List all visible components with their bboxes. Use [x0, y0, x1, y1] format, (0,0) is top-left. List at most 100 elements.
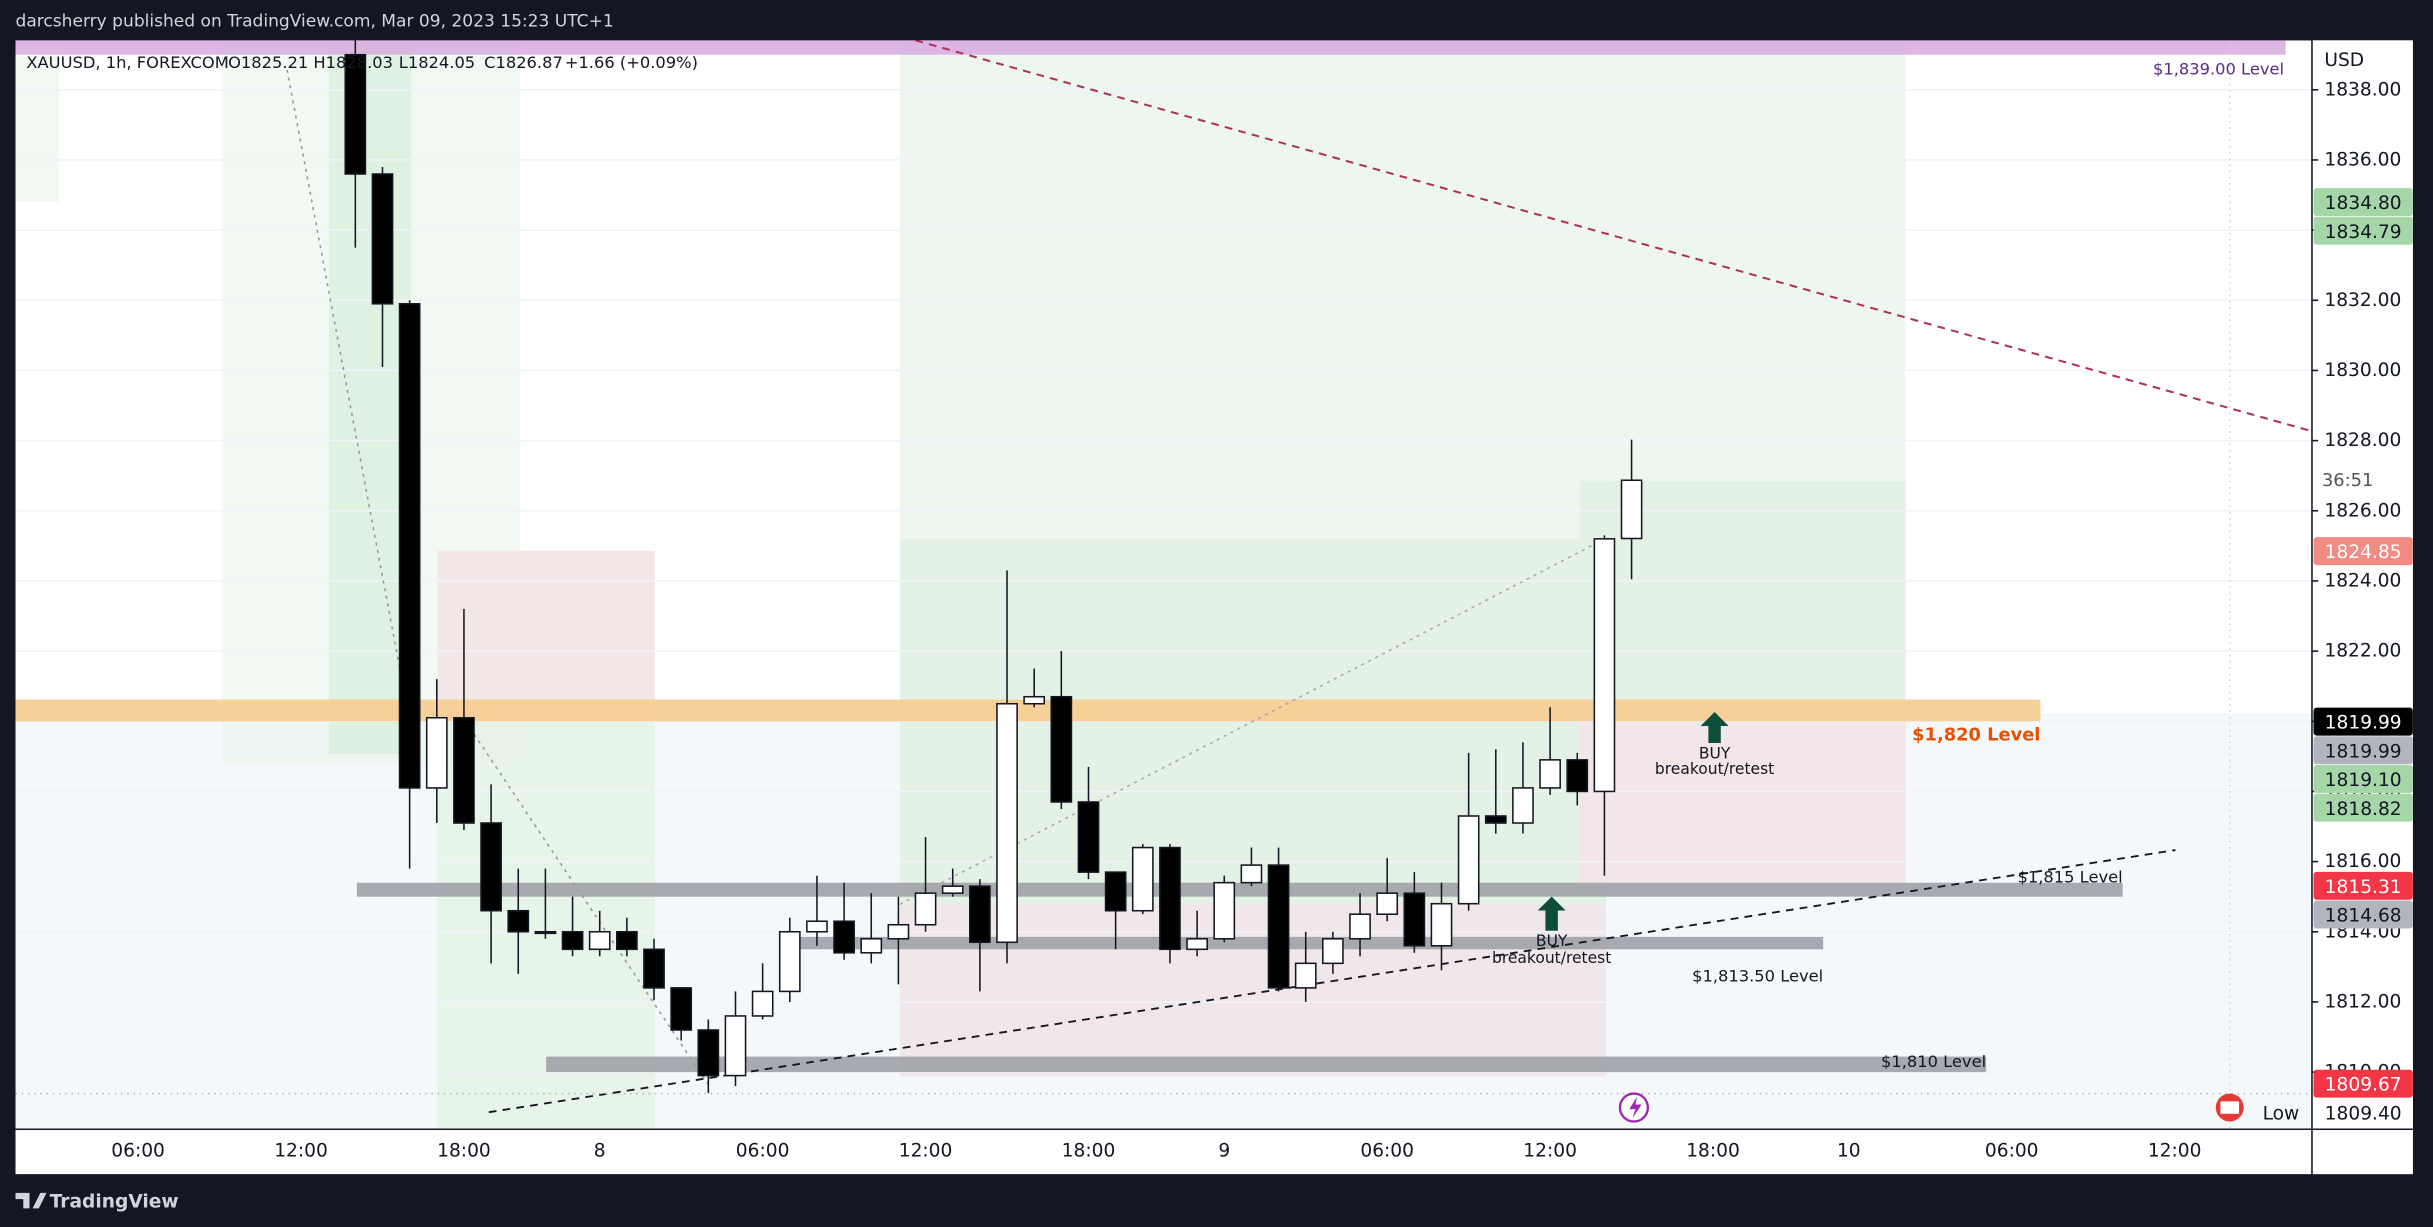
candle-body: [1023, 695, 1046, 705]
y-tick-label: 1824.00: [2324, 570, 2401, 591]
price-label: 1818.82: [2325, 799, 2402, 820]
low-marker: Low: [2263, 1103, 2300, 1124]
price-label-box: [2313, 871, 2413, 900]
x-tick-label: 06:00: [1360, 1140, 1414, 1161]
buy-arrow: [1537, 896, 1566, 931]
candle-body: [1593, 538, 1616, 793]
price-label: 1819.10: [2325, 770, 2402, 791]
candle-body: [887, 923, 910, 940]
candle-body: [453, 716, 475, 824]
y-tick-label: 1830.00: [2324, 360, 2401, 381]
price-label: 1819.99: [2325, 741, 2402, 762]
candle-body: [670, 987, 693, 1031]
legend: XAUUSD, 1h, FOREXCOM O1825.21 H1828.03 L…: [26, 53, 698, 72]
path-line: [464, 720, 710, 1087]
candle-body: [1240, 864, 1263, 884]
x-tick-label: 12:00: [1523, 1140, 1577, 1161]
legend-low: L1824.05: [399, 53, 475, 72]
candle-body: [1512, 787, 1534, 824]
x-tick-label: 06:00: [111, 1140, 165, 1161]
annotation-title: BUY: [1536, 932, 1568, 950]
level-label: $1,820 Level: [1912, 724, 2040, 745]
price-label-box: [2313, 537, 2413, 566]
top-bar: [0, 0, 2433, 41]
zone: [1579, 721, 1906, 888]
candles: [344, 19, 1643, 1094]
legend-open: O1825.21: [228, 53, 308, 72]
footer: [0, 1174, 2433, 1227]
event-glyph: [1629, 1096, 1642, 1119]
x-tick-label: 06:00: [736, 1140, 790, 1161]
candle-body: [425, 716, 448, 789]
candle-body: [724, 1015, 747, 1077]
candle-body: [588, 930, 611, 951]
level-band: [356, 882, 2123, 897]
candle-body: [1213, 881, 1236, 940]
price-label-box: [2313, 736, 2413, 765]
zone: [437, 550, 655, 722]
x-tick-label: 9: [1218, 1140, 1230, 1161]
legend-high: H1828.03: [313, 53, 393, 72]
y-tick-label: 1836.00: [2324, 149, 2401, 170]
candle-body: [1430, 902, 1453, 947]
candle-body: [1457, 815, 1480, 905]
price-label-box: [2313, 793, 2413, 822]
y-tick-label: 1822.00: [2324, 641, 2401, 662]
candle-body: [996, 702, 1018, 944]
x-axis: 06:00 12:00 18:00 8 06:00 12:00 18:00 9 06:00 12:…: [111, 1140, 2201, 1161]
x-tick-label: 18:00: [437, 1140, 491, 1161]
x-tick-label: 8: [594, 1140, 606, 1161]
y-axis: 1810.001812.001814.001816.001818.001820.…: [2311, 79, 2413, 1127]
level-label: $1,810 Level: [1881, 1052, 1986, 1071]
price-label-box: [2313, 765, 2413, 793]
price-label-box: [2313, 707, 2413, 736]
y-tick-label: 1838.00: [2324, 79, 2401, 100]
event-glyph: [2220, 1101, 2240, 1114]
candle-body: [1376, 892, 1399, 915]
candle-body: [507, 909, 530, 933]
level-label: $1,813.50 Level: [1692, 967, 1823, 986]
price-label: 1824.85: [2325, 542, 2402, 563]
candle-body: [751, 990, 774, 1017]
price-label-box: [2313, 1098, 2413, 1127]
price-label: 1809.40: [2325, 1103, 2402, 1124]
buy-arrow: [1700, 712, 1729, 744]
level-label: $1,815 Level: [2018, 867, 2123, 886]
candle-body: [833, 920, 855, 954]
candle-body: [561, 930, 584, 951]
price-label-box: [2313, 1069, 2413, 1098]
candle-body: [616, 930, 638, 951]
candle-body: [1294, 962, 1317, 989]
candle-body: [534, 930, 557, 935]
candle-body: [643, 948, 665, 989]
brand: TradingView: [50, 1192, 179, 1213]
price-label: 1834.79: [2325, 222, 2402, 243]
path-line: [286, 69, 412, 730]
candle-body: [344, 53, 367, 175]
candle-body: [398, 303, 421, 789]
candle-body: [1077, 801, 1100, 873]
price-label: 1819.99: [2325, 713, 2402, 734]
candle-body: [1566, 759, 1589, 793]
level-band: [15, 39, 2286, 55]
x-tick-label: 18:00: [1062, 1140, 1116, 1161]
legend-change: +1.66 (+0.09%): [565, 53, 698, 72]
price-label: 1834.80: [2325, 193, 2402, 214]
y-tick-label: 1816.00: [2324, 851, 2401, 872]
level-band: [546, 1056, 1987, 1073]
y-tick-label: 1828.00: [2324, 430, 2401, 451]
levels: $1,839.00 Level $1,820 Level $1,815 Level $…: [15, 39, 2286, 1073]
zone: [899, 40, 1606, 539]
y-tick-label: 1832.00: [2324, 290, 2401, 311]
candle-body: [860, 938, 883, 954]
zone: [1579, 40, 1906, 481]
price-label: 1809.67: [2325, 1075, 2402, 1096]
price-label: 1814.68: [2325, 906, 2402, 927]
candle-body: [480, 822, 502, 912]
candle-body: [1050, 695, 1073, 803]
trend-line: [915, 39, 2313, 433]
candle-body: [697, 1029, 720, 1077]
candle-body: [806, 920, 828, 933]
